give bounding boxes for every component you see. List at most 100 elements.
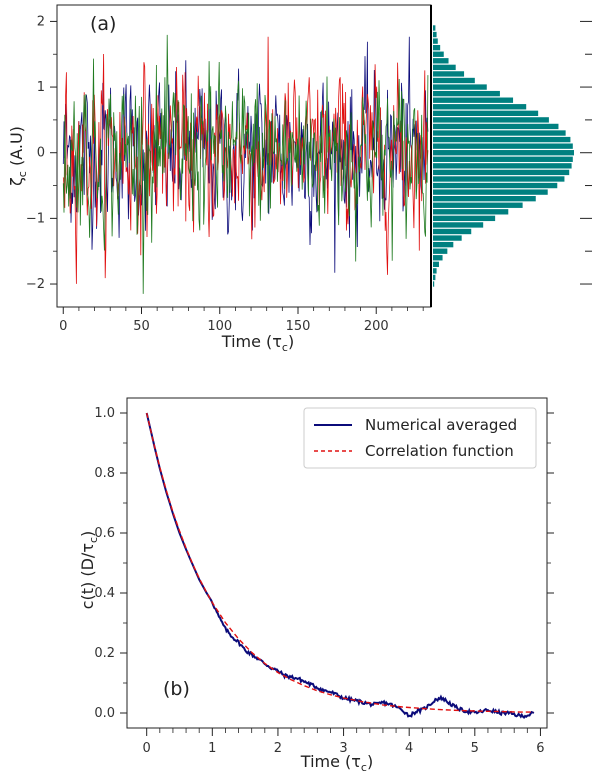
panel-a-ylabel-sub: c — [16, 171, 29, 177]
panel-b-ylabel: c(t) (D/τc) — [78, 531, 100, 610]
histogram-bar — [433, 209, 509, 215]
panel-b-xlabel-sub: c — [361, 761, 367, 774]
histogram-bar — [433, 195, 536, 202]
panel-b-xtick-label: 5 — [471, 741, 479, 756]
panel-b-xlabel: Time (τc) — [300, 752, 373, 774]
legend-label-numerical: Numerical averaged — [365, 416, 517, 434]
panel-a-ytick-label: −1 — [26, 211, 45, 226]
panel-a-ylabel: ζc (A.U) — [7, 126, 29, 186]
histogram-bar — [433, 130, 566, 136]
panel-a-series-line — [62, 34, 429, 294]
histogram-bar — [433, 274, 436, 281]
histogram-bar — [433, 150, 574, 156]
panel-b-ylabel-end: ) — [78, 531, 97, 537]
panel-a-ylabel-rest: (A.U) — [7, 126, 26, 171]
panel-a-ytick-label: 2 — [37, 14, 45, 29]
histogram-bar — [433, 268, 437, 274]
panel-a-ylabel-main: ζ — [7, 177, 26, 186]
panel-b-xtick-label: 1 — [208, 741, 216, 756]
panel-a-xlabel-sub: c — [282, 341, 288, 354]
panel-a-xtick-label: 100 — [207, 319, 232, 334]
histogram-bar — [433, 176, 565, 182]
histogram-ticks — [580, 20, 592, 285]
histogram-bar — [433, 255, 443, 261]
histogram-bar — [433, 97, 514, 103]
panel-b-xtick-label: 2 — [274, 741, 282, 756]
panel-b-series-group — [145, 412, 535, 719]
histogram-bar — [433, 163, 572, 169]
histogram-bar — [433, 189, 548, 195]
panel-b: 0 1 2 3 4 5 6 0.0 0.2 0.4 0.6 0.8 1.0 (b) Numerical … — [78, 397, 554, 774]
panel-b-ylabel-main: c(t) (D/τ — [78, 543, 97, 609]
panel-a-xlabel-main: Time (τ — [221, 332, 282, 351]
panel-b-ytick-label: 0.6 — [94, 526, 115, 541]
histogram-bar — [433, 222, 484, 228]
histogram-bar — [433, 51, 444, 57]
panel-a-series-line — [62, 36, 429, 273]
histogram-bar — [433, 117, 549, 123]
panel-b-xtick-label: 6 — [536, 741, 544, 756]
panel-a-tag: (a) — [90, 13, 116, 35]
panel-b-xtick-label: 3 — [339, 741, 347, 756]
histogram-bar — [433, 156, 573, 162]
histogram-bar — [433, 64, 456, 71]
panel-b-ytick-label: 0.0 — [94, 706, 115, 721]
histogram-bar — [433, 202, 523, 208]
histogram-bar — [433, 228, 472, 235]
panel-a-xtick-label: 200 — [364, 319, 389, 334]
histogram-bar — [433, 77, 475, 84]
histogram-bar — [433, 71, 465, 77]
panel-b-ytick-label: 0.8 — [94, 466, 115, 481]
legend-label-correlation: Correlation function — [365, 442, 514, 460]
panel-a-series-line — [62, 36, 429, 284]
panel-b-ytick-label: 0.4 — [94, 586, 115, 601]
histogram-bar — [433, 136, 571, 143]
histogram-bar — [433, 44, 441, 51]
panel-a-ytick-label: 1 — [37, 80, 45, 95]
histogram-bar — [433, 31, 437, 38]
panel-b-tag: (b) — [163, 678, 190, 700]
legend: Numerical averaged Correlation function — [303, 407, 537, 469]
histogram-bar — [433, 261, 439, 268]
histogram-bars — [433, 25, 574, 287]
panel-a-histogram — [430, 5, 592, 307]
histogram-bar — [433, 241, 454, 248]
panel-a-ytick-label: −2 — [26, 277, 45, 292]
panel-b-xlabel-end: ) — [367, 752, 373, 771]
panel-b-xlabel-main: Time (τ — [300, 752, 361, 771]
panel-a-ticks: 0 50 100 150 200 −2 −1 0 1 2 — [26, 14, 424, 334]
panel-b-ytick-label: 0.2 — [94, 646, 115, 661]
histogram-bar — [433, 123, 559, 130]
panel-b-ytick-label: 1.0 — [94, 406, 115, 421]
histogram-bar — [433, 25, 436, 31]
histogram-bar — [433, 281, 435, 287]
panel-b-ylabel-sub: c — [87, 537, 100, 543]
histogram-bar — [433, 215, 496, 222]
histogram-bar — [433, 235, 462, 241]
panel-a-xlabel: Time (τc) — [221, 332, 294, 354]
panel-a-ytick-label: 0 — [37, 146, 45, 161]
numerical-averaged-line — [145, 412, 535, 719]
histogram-bar — [433, 90, 500, 97]
histogram-bar — [433, 84, 487, 90]
panel-a-xtick-label: 150 — [286, 319, 311, 334]
panel-a-xlabel-end: ) — [288, 332, 294, 351]
histogram-bar — [433, 58, 449, 64]
histogram-bar — [433, 248, 448, 254]
histogram-bar — [433, 169, 570, 176]
panel-b-xtick-label: 0 — [143, 741, 151, 756]
histogram-bar — [433, 110, 539, 117]
histogram-bar — [433, 182, 558, 189]
correlation-function-line — [146, 412, 534, 713]
panel-b-ticks: 0 1 2 3 4 5 6 0.0 0.2 0.4 0.6 0.8 1.0 — [94, 406, 554, 756]
panel-a-xtick-label: 50 — [133, 319, 150, 334]
histogram-bar — [433, 104, 527, 110]
histogram-bar — [433, 143, 573, 149]
legend-box — [303, 407, 537, 469]
panel-a-xtick-label: 0 — [59, 319, 67, 334]
histogram-bar — [433, 38, 438, 44]
panel-a-series-group — [62, 34, 429, 294]
panel-b-xtick-label: 4 — [405, 741, 413, 756]
